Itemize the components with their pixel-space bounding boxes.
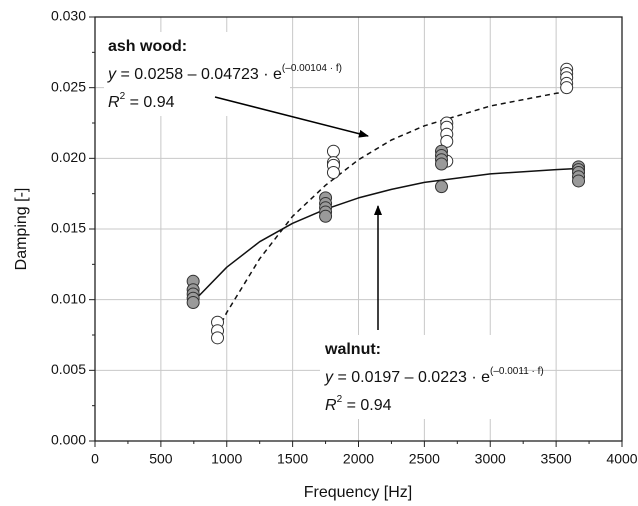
r-squared: R2 = 0.94: [325, 394, 392, 415]
equation: y = 0.0258 – 0.04723 · e(–0.00104 · f): [107, 63, 342, 84]
point: [560, 81, 574, 95]
annotation-bg: [104, 32, 290, 116]
point: [326, 144, 340, 158]
r2-power: 2: [120, 91, 126, 102]
x-tick-label: 2000: [343, 451, 374, 467]
x-tick-label: 4000: [606, 451, 637, 467]
fit-curve: [193, 167, 583, 302]
point: [435, 157, 449, 171]
x-tick-label: 3500: [541, 451, 572, 467]
x-tick-label: 0: [91, 451, 99, 467]
x-axis-label: Frequency [Hz]: [304, 484, 412, 501]
x-tick-label: 3000: [475, 451, 506, 467]
plot-frame: [94, 16, 623, 442]
eq-exponent: (–0.00104 · f): [282, 63, 342, 74]
point: [211, 331, 225, 345]
eq-rhs: = 0.0197 – 0.0223 · e: [333, 369, 490, 386]
y-tick-label: 0.015: [51, 220, 86, 236]
point: [326, 165, 340, 179]
point: [319, 209, 333, 223]
fit-curve: [216, 91, 567, 332]
point: [186, 295, 200, 309]
y-tick-label: 0.020: [51, 149, 86, 165]
eq-lhs: y: [107, 66, 117, 83]
x-tick-label: 500: [149, 451, 173, 467]
r-squared: R2 = 0.94: [108, 91, 175, 112]
y-tick-label: 0.010: [51, 290, 86, 306]
eq-exponent: (–0.0011 · f): [490, 366, 544, 377]
point: [440, 134, 454, 148]
eq-rhs: = 0.0258 – 0.04723 · e: [116, 66, 282, 83]
y-tick-label: 0.005: [51, 361, 86, 377]
r2-value: = 0.94: [342, 397, 391, 414]
r2-power: 2: [337, 394, 343, 405]
point: [435, 180, 449, 194]
r2-value: = 0.94: [125, 94, 174, 111]
eq-lhs: y: [324, 369, 334, 386]
y-tick-label: 0.030: [51, 8, 86, 24]
x-tick-label: 1500: [277, 451, 308, 467]
annotation-bg: [320, 335, 520, 419]
r2-symbol: R: [108, 94, 120, 111]
annotation-title: ash wood:: [108, 38, 187, 55]
y-tick-label: 0.025: [51, 78, 86, 94]
y-axis-label: Damping [-]: [13, 188, 30, 271]
annotation-title: walnut:: [324, 341, 381, 358]
x-tick-label: 2500: [409, 451, 440, 467]
equation: y = 0.0197 – 0.0223 · e(–0.0011 · f): [324, 366, 544, 387]
r2-symbol: R: [325, 397, 337, 414]
point: [572, 174, 586, 188]
y-tick-label: 0.000: [51, 432, 86, 448]
annotation-arrow: [214, 96, 369, 138]
x-tick-label: 1000: [211, 451, 242, 467]
